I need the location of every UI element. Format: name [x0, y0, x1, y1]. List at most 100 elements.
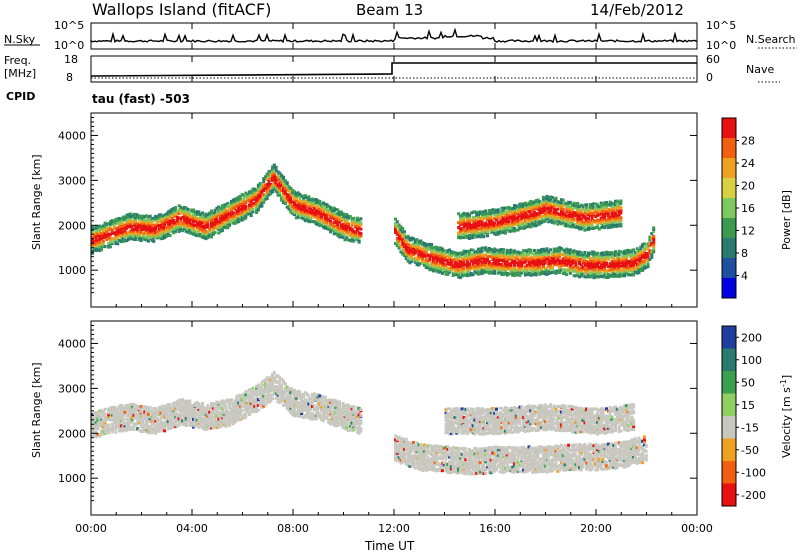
data-point	[296, 194, 300, 198]
data-point	[188, 411, 192, 415]
data-point	[623, 264, 627, 268]
data-point	[628, 259, 632, 263]
data-point	[168, 403, 172, 407]
data-point	[220, 229, 224, 233]
data-point	[141, 214, 145, 218]
data-point	[161, 429, 165, 433]
data-point	[536, 260, 540, 264]
data-point	[338, 220, 342, 224]
data-point	[487, 267, 491, 271]
data-point	[516, 250, 520, 254]
data-point	[538, 220, 542, 224]
data-point	[565, 256, 569, 260]
data-point	[247, 412, 251, 416]
data-point	[278, 189, 282, 193]
data-point	[408, 254, 412, 258]
data-point	[442, 262, 446, 266]
data-point	[91, 230, 94, 234]
data-point	[628, 262, 632, 266]
data-point	[110, 240, 114, 244]
data-point	[413, 260, 417, 264]
data-point	[415, 263, 419, 267]
noise-left-tick-low: 10^0	[54, 39, 84, 52]
data-point	[103, 226, 107, 230]
data-point	[253, 187, 257, 191]
data-point	[422, 260, 426, 264]
data-point	[538, 265, 542, 269]
data-point	[222, 225, 226, 229]
data-point	[597, 258, 601, 262]
data-point	[532, 252, 536, 256]
data-point	[238, 404, 242, 408]
data-point	[321, 220, 325, 224]
data-point	[558, 251, 562, 255]
data-point	[581, 205, 585, 209]
data-point	[186, 223, 190, 227]
data-point	[581, 255, 585, 259]
data-point	[110, 427, 114, 430]
data-point	[431, 269, 435, 273]
data-point	[256, 202, 260, 206]
data-point	[426, 266, 430, 270]
data-point	[170, 410, 174, 414]
data-point	[127, 236, 131, 240]
data-point	[435, 264, 439, 267]
data-point	[98, 231, 102, 234]
data-point	[188, 399, 192, 403]
data-point	[516, 212, 520, 216]
data-point	[408, 246, 412, 250]
data-point	[431, 265, 435, 269]
data-point	[343, 213, 347, 217]
data-point	[118, 230, 122, 234]
data-point	[179, 217, 183, 221]
data-point	[233, 216, 237, 219]
data-point	[570, 269, 574, 273]
data-point	[574, 262, 578, 266]
data-point	[403, 230, 406, 234]
data-point	[285, 193, 289, 196]
data-point	[496, 216, 500, 220]
data-point	[525, 264, 529, 267]
data-point	[246, 406, 250, 410]
data-point	[397, 245, 401, 249]
data-point	[242, 213, 246, 217]
data-point	[307, 210, 311, 214]
data-point	[152, 224, 156, 227]
data-point	[293, 197, 296, 201]
data-point	[96, 232, 100, 236]
data-point	[312, 215, 316, 219]
data-point	[141, 406, 145, 410]
data-point	[601, 265, 605, 269]
data-point	[624, 254, 628, 258]
data-point	[513, 212, 516, 216]
data-point	[507, 205, 511, 209]
data-point	[247, 404, 251, 408]
data-point	[235, 410, 239, 414]
data-point	[130, 402, 134, 406]
data-point	[229, 201, 233, 205]
colorbar-tick-label: 16	[741, 202, 755, 215]
data-point	[184, 406, 188, 410]
data-point	[406, 243, 410, 246]
data-point	[529, 264, 533, 267]
data-point	[179, 413, 183, 417]
data-point	[574, 255, 578, 259]
data-point	[597, 256, 601, 260]
data-point	[395, 225, 399, 228]
data-point	[531, 224, 535, 228]
data-point	[514, 268, 518, 272]
data-point	[541, 214, 545, 218]
data-point	[529, 223, 533, 227]
data-point	[228, 399, 232, 402]
data-point	[211, 422, 215, 426]
data-point	[534, 271, 538, 274]
data-point	[199, 410, 203, 414]
data-point	[588, 261, 592, 265]
data-point	[525, 255, 529, 259]
data-point	[264, 183, 267, 187]
data-point	[94, 414, 98, 418]
data-point	[327, 218, 331, 222]
data-point	[482, 225, 486, 229]
data-point	[422, 253, 426, 257]
data-point	[511, 221, 515, 225]
